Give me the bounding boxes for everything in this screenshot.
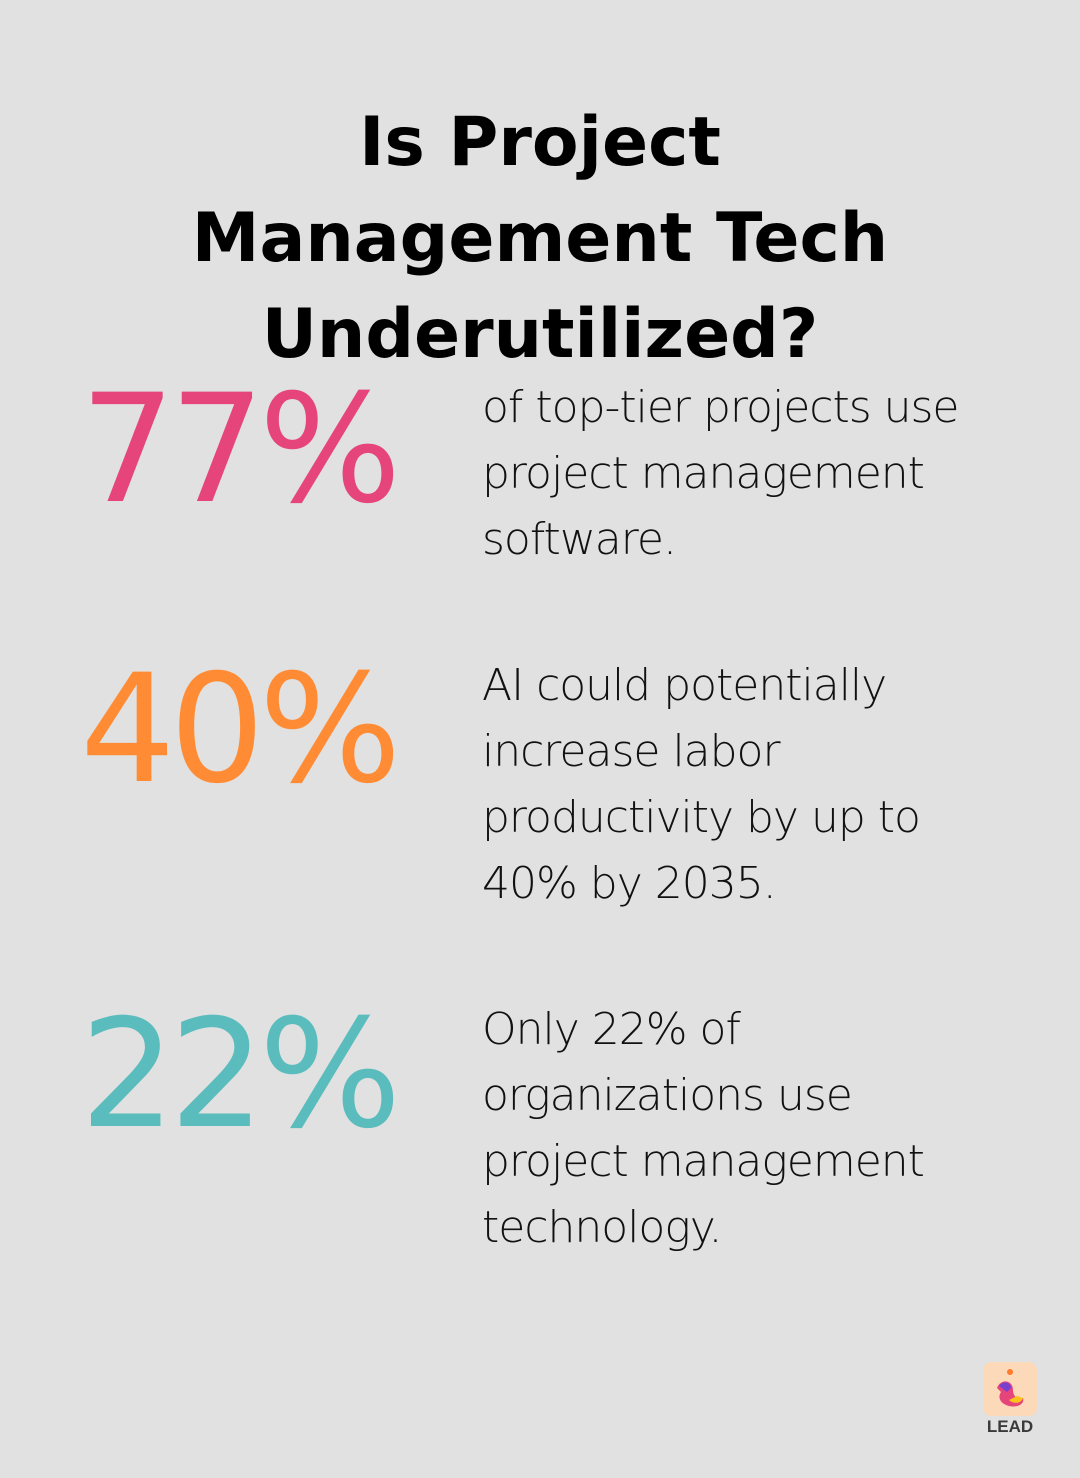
stat-value-3: 22% <box>80 988 401 1162</box>
stat-description-3: Only 22% of organizations use project ma… <box>482 1004 925 1253</box>
logo-text: LEAD <box>986 1417 1034 1436</box>
stat-description-2: AI could potentially increase labor prod… <box>482 660 921 909</box>
stat-value-2: 40% <box>80 643 401 817</box>
stat-description-1: of top-tier projects use project managem… <box>482 382 960 565</box>
lead-logo-icon <box>983 1362 1037 1416</box>
page-title: Is Project Management Tech Underutilized… <box>191 103 889 374</box>
stat-value-1: 77% <box>80 363 401 537</box>
